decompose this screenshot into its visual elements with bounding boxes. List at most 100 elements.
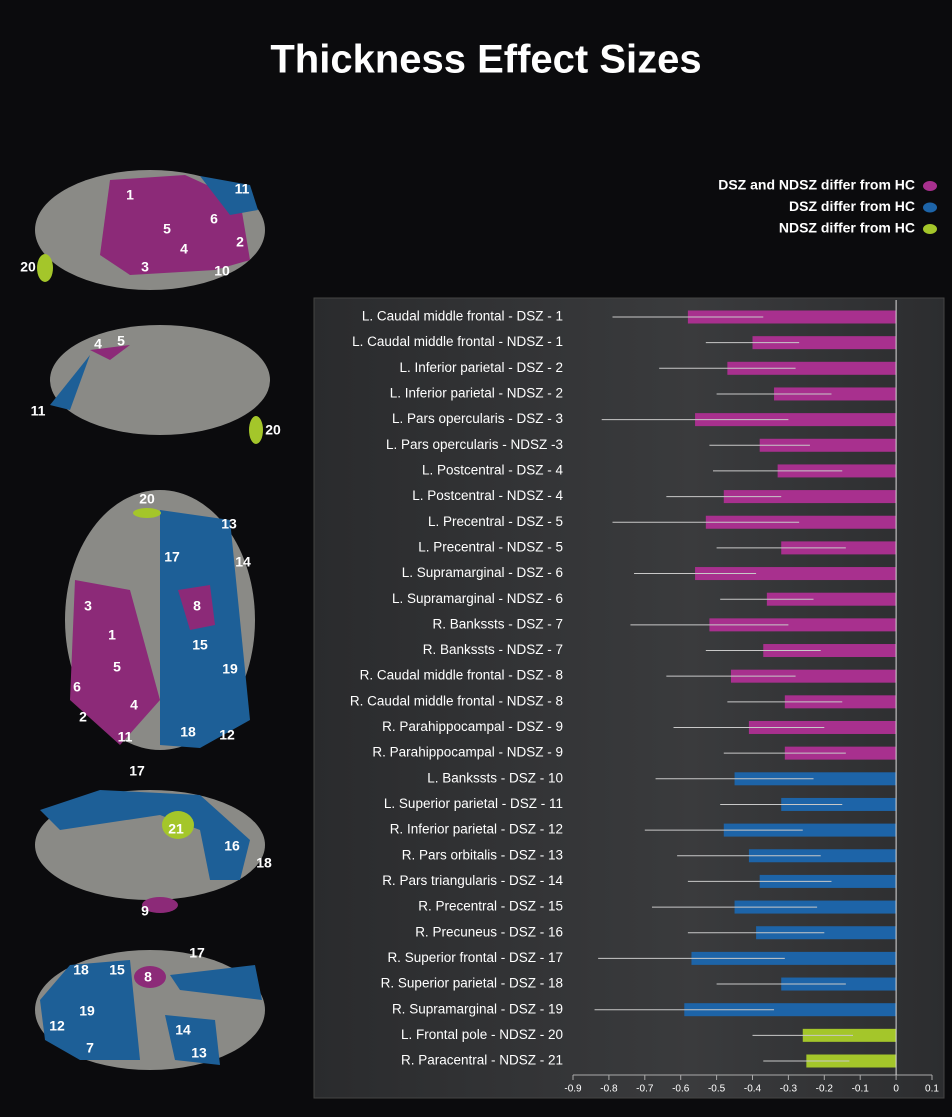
category-label: R. Parahippocampal - DSZ - 9: [382, 719, 563, 734]
category-label: L. Bankssts - DSZ - 10: [427, 770, 563, 785]
bar: [723, 823, 897, 837]
x-tick-label: -0.8: [600, 1084, 618, 1095]
bar: [756, 926, 897, 940]
category-label: R. Caudal middle frontal - NDSZ - 8: [350, 693, 563, 708]
region-label: 8: [193, 598, 201, 614]
region-label: 18: [180, 724, 196, 740]
x-tick-label: -0.5: [708, 1084, 726, 1095]
legend-label: NDSZ differ from HC: [779, 220, 915, 236]
region-label: 10: [214, 263, 230, 279]
bar: [752, 336, 897, 350]
region-label: 2: [79, 709, 87, 725]
region-label: 20: [139, 491, 155, 507]
category-label: L. Superior parietal - DSZ - 11: [384, 796, 563, 811]
category-label: L. Inferior parietal - DSZ - 2: [399, 360, 563, 375]
x-tick-label: -0.3: [780, 1084, 798, 1095]
category-label: L. Inferior parietal - NDSZ - 2: [390, 386, 563, 401]
region-label: 17: [129, 763, 145, 779]
bar: [734, 772, 897, 786]
region-label: 4: [130, 697, 138, 713]
category-label: L. Precentral - NDSZ - 5: [418, 539, 563, 554]
category-label: L. Pars opercularis - DSZ - 3: [392, 411, 563, 426]
legend-swatch: [923, 224, 937, 234]
region-label: 18: [256, 855, 272, 871]
category-label: R. Pars orbitalis - DSZ - 13: [402, 847, 563, 862]
region-label: 14: [175, 1022, 191, 1038]
region-label: 18: [73, 962, 89, 978]
region-label: 21: [168, 821, 184, 837]
bar: [766, 592, 897, 606]
category-label: R. Parahippocampal - NDSZ - 9: [372, 745, 563, 760]
bar: [705, 515, 897, 529]
category-label: R. Bankssts - DSZ - 7: [432, 616, 563, 631]
category-label: L. Supramarginal - NDSZ - 6: [392, 591, 563, 606]
category-label: R. Precentral - DSZ - 15: [418, 899, 563, 914]
category-label: L. Precentral - DSZ - 5: [428, 514, 563, 529]
category-label: R. Supramarginal - DSZ - 19: [392, 1001, 563, 1016]
region-label: 1: [126, 187, 134, 203]
legend-swatch: [923, 181, 937, 191]
region-label: 3: [84, 598, 92, 614]
region-label: 13: [191, 1045, 207, 1061]
region-label: 9: [141, 903, 149, 919]
region-label: 17: [164, 549, 180, 565]
bar: [684, 1003, 897, 1017]
x-tick-label: -0.4: [744, 1084, 762, 1095]
chart-title: Thickness Effect Sizes: [270, 38, 701, 82]
x-tick-label: -0.9: [564, 1084, 582, 1095]
region-label: 11: [235, 181, 250, 197]
region-label: 4: [94, 336, 102, 352]
region-label: 15: [109, 962, 125, 978]
bar: [759, 438, 897, 452]
region-label: 6: [210, 211, 218, 227]
region-label: 7: [86, 1040, 94, 1056]
region-label: 5: [117, 333, 125, 349]
category-label: R. Precuneus - DSZ - 16: [415, 924, 563, 939]
bar: [806, 1054, 897, 1068]
bar: [709, 618, 897, 632]
x-tick-label: -0.2: [816, 1084, 834, 1095]
x-tick-label: -0.6: [672, 1084, 690, 1095]
brain-shapes: [35, 170, 270, 1070]
x-tick-label: 0: [893, 1084, 899, 1095]
region-label: 14: [235, 554, 251, 570]
x-tick-label: 0.1: [925, 1084, 939, 1095]
bar: [691, 951, 897, 965]
legend-swatch: [923, 202, 937, 213]
region-label: 11: [31, 403, 46, 419]
bar: [763, 644, 897, 658]
region-label: 15: [192, 637, 208, 653]
region-label: 16: [224, 838, 240, 854]
category-label: R. Caudal middle frontal - DSZ - 8: [360, 668, 563, 683]
region-label: 2: [236, 234, 244, 250]
bar: [748, 849, 897, 863]
legend-label: DSZ and NDSZ differ from HC: [718, 177, 915, 193]
region-label: 12: [49, 1018, 65, 1034]
region-label: 19: [79, 1003, 95, 1019]
category-label: L. Postcentral - NDSZ - 4: [412, 488, 563, 503]
category-label: L. Frontal pole - NDSZ - 20: [401, 1027, 563, 1042]
category-label: L. Supramarginal - DSZ - 6: [402, 565, 563, 580]
region-label: 11: [118, 729, 133, 745]
category-label: R. Inferior parietal - DSZ - 12: [390, 822, 563, 837]
category-label: R. Superior frontal - DSZ - 17: [387, 950, 563, 965]
region-label: 4: [180, 241, 188, 257]
region-label: 20: [20, 259, 36, 275]
bar: [774, 387, 897, 401]
bar: [695, 413, 897, 427]
x-tick-label: -0.1: [852, 1084, 870, 1095]
region-label: 17: [189, 945, 205, 961]
region-label: 3: [141, 259, 149, 275]
region-label: 5: [113, 659, 121, 675]
bar: [727, 361, 897, 375]
bar: [687, 310, 897, 324]
region-label: 6: [73, 679, 81, 695]
x-tick-label: -0.7: [636, 1084, 654, 1095]
category-label: R. Superior parietal - DSZ - 18: [381, 976, 563, 991]
region-label: 1: [108, 627, 116, 643]
legend-label: DSZ differ from HC: [789, 198, 915, 214]
category-label: L. Caudal middle frontal - NDSZ - 1: [352, 334, 563, 349]
category-label: R. Bankssts - NDSZ - 7: [423, 642, 563, 657]
bar: [730, 669, 897, 683]
